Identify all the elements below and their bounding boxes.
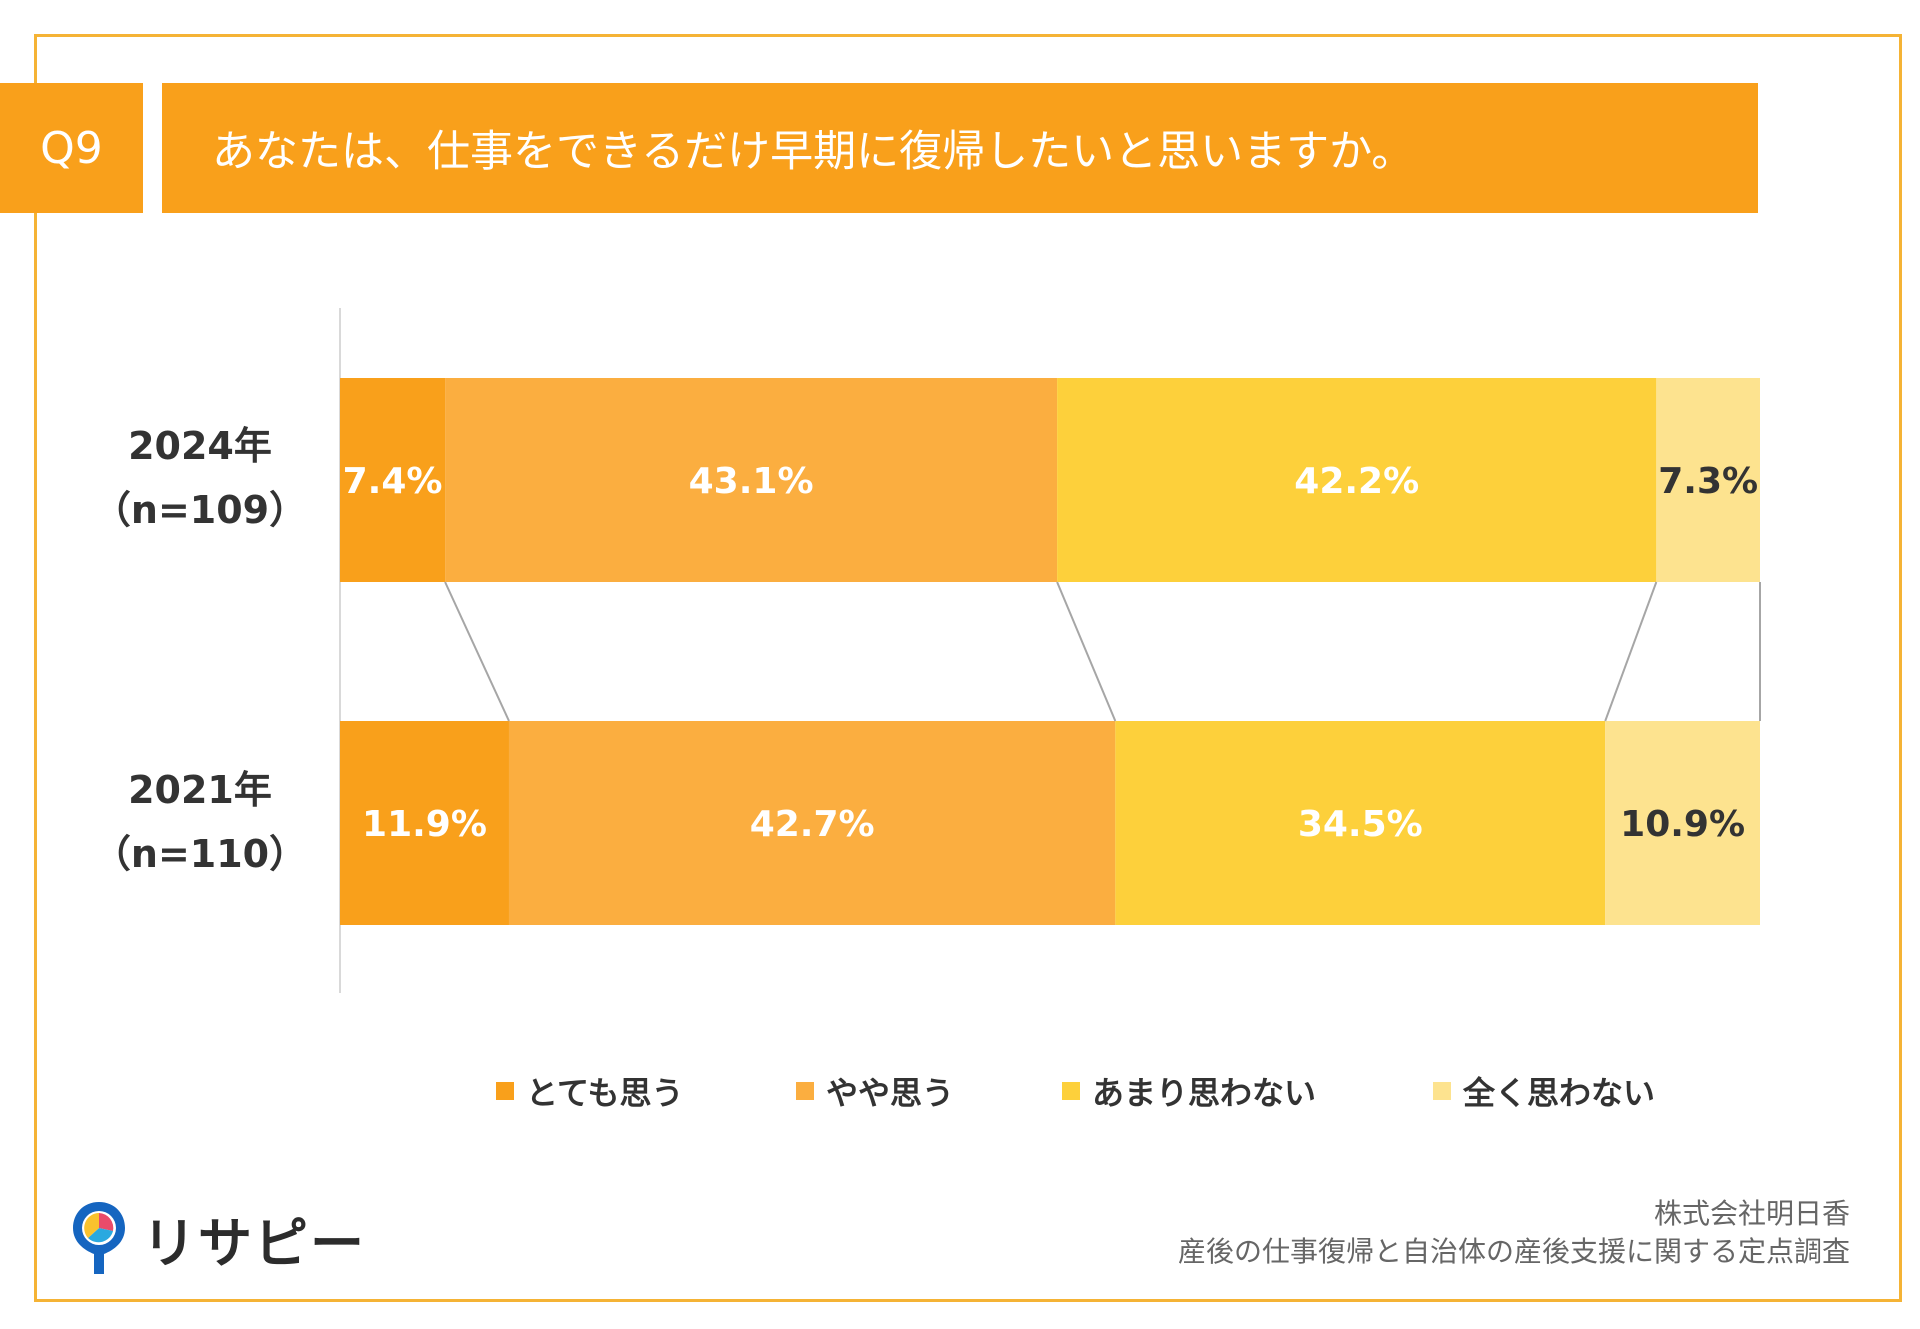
row-label-year: 2024年 (128, 424, 272, 468)
row-label-n: （n=110） (92, 832, 308, 876)
bar-segment (1115, 721, 1606, 925)
source-credit: 株式会社明日香 産後の仕事復帰と自治体の産後支援に関する定点調査 (1178, 1195, 1850, 1271)
data-label: 7.4% (343, 461, 443, 502)
question-title: あなたは、仕事をできるだけ早期に復帰したいと思いますか。 (212, 127, 1415, 177)
legend-item: あまり思わない (1062, 1068, 1316, 1114)
legend-swatch (496, 1082, 514, 1100)
data-label: 43.1% (689, 461, 814, 502)
source-survey: 産後の仕事復帰と自治体の産後支援に関する定点調査 (1177, 1235, 1850, 1268)
legend-item: やや思う (796, 1068, 954, 1114)
data-label: 34.5% (1298, 804, 1423, 845)
row-label-n: （n=109） (92, 488, 308, 532)
series-connector-line (1604, 581, 1658, 722)
brand-logo-text: リサピー (142, 1211, 366, 1275)
question-number-badge: Q9 (0, 83, 143, 213)
legend-swatch (1062, 1082, 1080, 1100)
legend-label: やや思う (826, 1074, 955, 1112)
legend-label: とても思う (526, 1074, 684, 1112)
bar-segment (340, 378, 446, 582)
row-label-2024: 2024年 （n=109） (80, 414, 320, 542)
legend-item: 全く思わない (1433, 1068, 1655, 1114)
legend-label: 全く思わない (1463, 1074, 1656, 1112)
data-label: 42.7% (750, 804, 875, 845)
bar-segment (508, 721, 1116, 925)
source-company: 株式会社明日香 (1653, 1197, 1850, 1230)
data-label: 11.9% (362, 804, 487, 845)
question-banner: あなたは、仕事をできるだけ早期に復帰したいと思いますか。 (162, 83, 1758, 213)
brand-logo: リサピー (70, 1198, 366, 1278)
pin-logo-icon (73, 1202, 125, 1274)
row-label-year: 2021年 (128, 768, 272, 812)
bar-segment (1605, 721, 1760, 925)
question-number: Q9 (40, 122, 103, 174)
series-connector-line (444, 581, 510, 722)
page-frame (34, 34, 1902, 1302)
data-label: 42.2% (1294, 461, 1419, 502)
series-connector-line (1056, 581, 1117, 722)
data-label: 10.9% (1620, 804, 1745, 845)
legend-swatch (796, 1082, 814, 1100)
legend-swatch (1433, 1082, 1451, 1100)
chart-legend: とても思う やや思う あまり思わない 全く思わない (0, 1068, 1920, 1112)
bar-segment (445, 378, 1058, 582)
row-label-2021: 2021年 （n=110） (80, 758, 320, 886)
bar-segment (1057, 378, 1657, 582)
data-label: 7.3% (1658, 461, 1758, 502)
bar-segment (1656, 378, 1760, 582)
legend-label: あまり思わない (1092, 1074, 1317, 1112)
bar-segment (340, 721, 509, 925)
legend-item: とても思う (496, 1068, 683, 1114)
